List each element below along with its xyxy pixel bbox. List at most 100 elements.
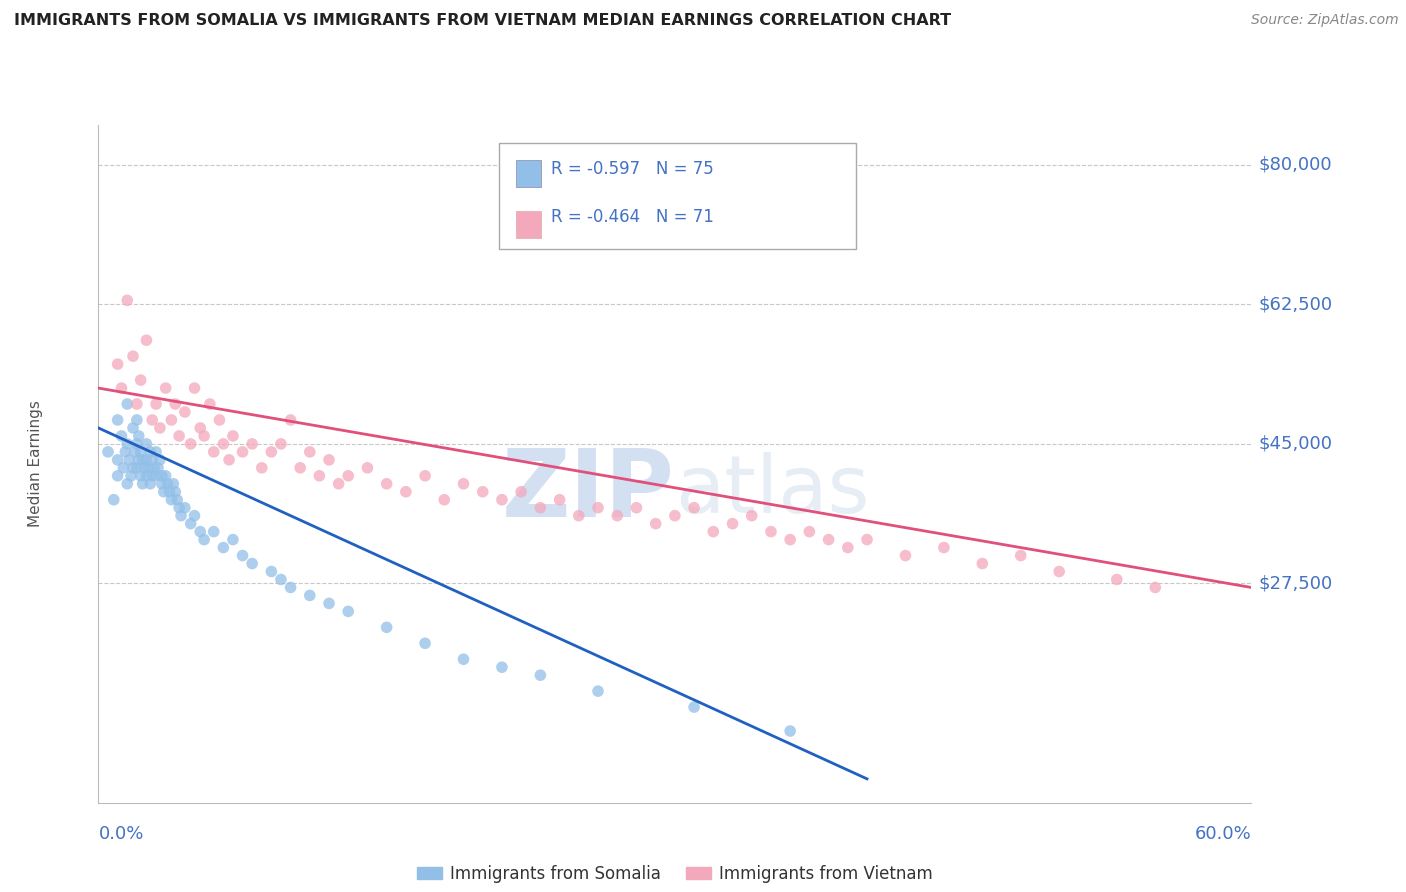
Point: [129, 445, 152, 459]
Point: [117, 293, 138, 308]
Point: [212, 541, 235, 555]
Point: [586, 500, 609, 515]
Point: [125, 413, 148, 427]
Point: [165, 397, 187, 411]
Point: [97, 445, 120, 459]
Point: [375, 476, 398, 491]
Point: [702, 524, 724, 539]
Point: [222, 533, 245, 547]
Point: [683, 700, 706, 714]
Point: [122, 349, 145, 363]
Point: [193, 429, 215, 443]
Point: [218, 453, 240, 467]
Point: [170, 508, 193, 523]
Text: $27,500: $27,500: [1258, 574, 1333, 592]
Point: [894, 549, 917, 563]
Point: [107, 413, 129, 427]
Point: [155, 381, 177, 395]
Point: [606, 508, 628, 523]
Point: [270, 573, 292, 587]
Point: [146, 460, 169, 475]
Point: [298, 445, 321, 459]
Point: [107, 357, 129, 371]
Point: [240, 437, 263, 451]
Point: [260, 445, 283, 459]
Point: [149, 421, 172, 435]
Point: [318, 596, 340, 610]
Point: [145, 445, 167, 459]
Point: [510, 484, 533, 499]
Point: [139, 476, 162, 491]
Point: [141, 413, 163, 427]
Point: [145, 397, 167, 411]
Point: [188, 524, 211, 539]
Point: [759, 524, 782, 539]
Text: Median Earnings: Median Earnings: [28, 401, 42, 527]
Text: R = -0.464   N = 71: R = -0.464 N = 71: [551, 209, 714, 227]
Point: [167, 429, 190, 443]
Point: [134, 460, 156, 475]
Text: IMMIGRANTS FROM SOMALIA VS IMMIGRANTS FROM VIETNAM MEDIAN EARNINGS CORRELATION C: IMMIGRANTS FROM SOMALIA VS IMMIGRANTS FR…: [14, 13, 952, 29]
Point: [280, 581, 302, 595]
Point: [118, 453, 141, 467]
Point: [165, 484, 187, 499]
Point: [125, 460, 148, 475]
Point: [413, 468, 436, 483]
Point: [193, 533, 215, 547]
Point: [150, 476, 173, 491]
Point: [135, 437, 157, 451]
Point: [1144, 581, 1167, 595]
Point: [145, 468, 167, 483]
Point: [183, 508, 205, 523]
Point: [318, 453, 340, 467]
Point: [491, 492, 513, 507]
Point: [817, 533, 839, 547]
Point: [180, 516, 202, 531]
Point: [159, 484, 181, 499]
Point: [337, 604, 360, 618]
Point: [139, 445, 162, 459]
Point: [174, 500, 197, 515]
Point: [183, 381, 205, 395]
Point: [856, 533, 879, 547]
Point: [135, 333, 157, 347]
Text: Source: ZipAtlas.com: Source: ZipAtlas.com: [1251, 13, 1399, 28]
Point: [114, 445, 136, 459]
Point: [568, 508, 591, 523]
Text: 0.0%: 0.0%: [98, 825, 143, 843]
Text: R = -0.597   N = 75: R = -0.597 N = 75: [551, 161, 714, 178]
Point: [212, 437, 235, 451]
Point: [117, 397, 138, 411]
Point: [741, 508, 763, 523]
Point: [626, 500, 648, 515]
Point: [270, 437, 292, 451]
Point: [131, 453, 153, 467]
Point: [128, 429, 150, 443]
Point: [683, 500, 706, 515]
Point: [308, 468, 330, 483]
Point: [128, 453, 150, 467]
Point: [149, 453, 172, 467]
Point: [972, 557, 994, 571]
Point: [222, 429, 245, 443]
Point: [110, 381, 132, 395]
Legend: Immigrants from Somalia, Immigrants from Vietnam: Immigrants from Somalia, Immigrants from…: [411, 858, 939, 889]
Point: [156, 476, 179, 491]
Point: [260, 565, 283, 579]
Point: [135, 468, 157, 483]
Point: [250, 460, 273, 475]
Point: [231, 445, 254, 459]
Point: [290, 460, 312, 475]
Point: [779, 533, 801, 547]
Point: [433, 492, 456, 507]
Point: [664, 508, 686, 523]
Point: [337, 468, 360, 483]
Point: [162, 476, 184, 491]
Point: [117, 437, 138, 451]
Point: [1010, 549, 1032, 563]
Point: [298, 589, 321, 603]
Point: [799, 524, 821, 539]
Point: [395, 484, 418, 499]
Point: [208, 413, 231, 427]
Point: [107, 453, 129, 467]
